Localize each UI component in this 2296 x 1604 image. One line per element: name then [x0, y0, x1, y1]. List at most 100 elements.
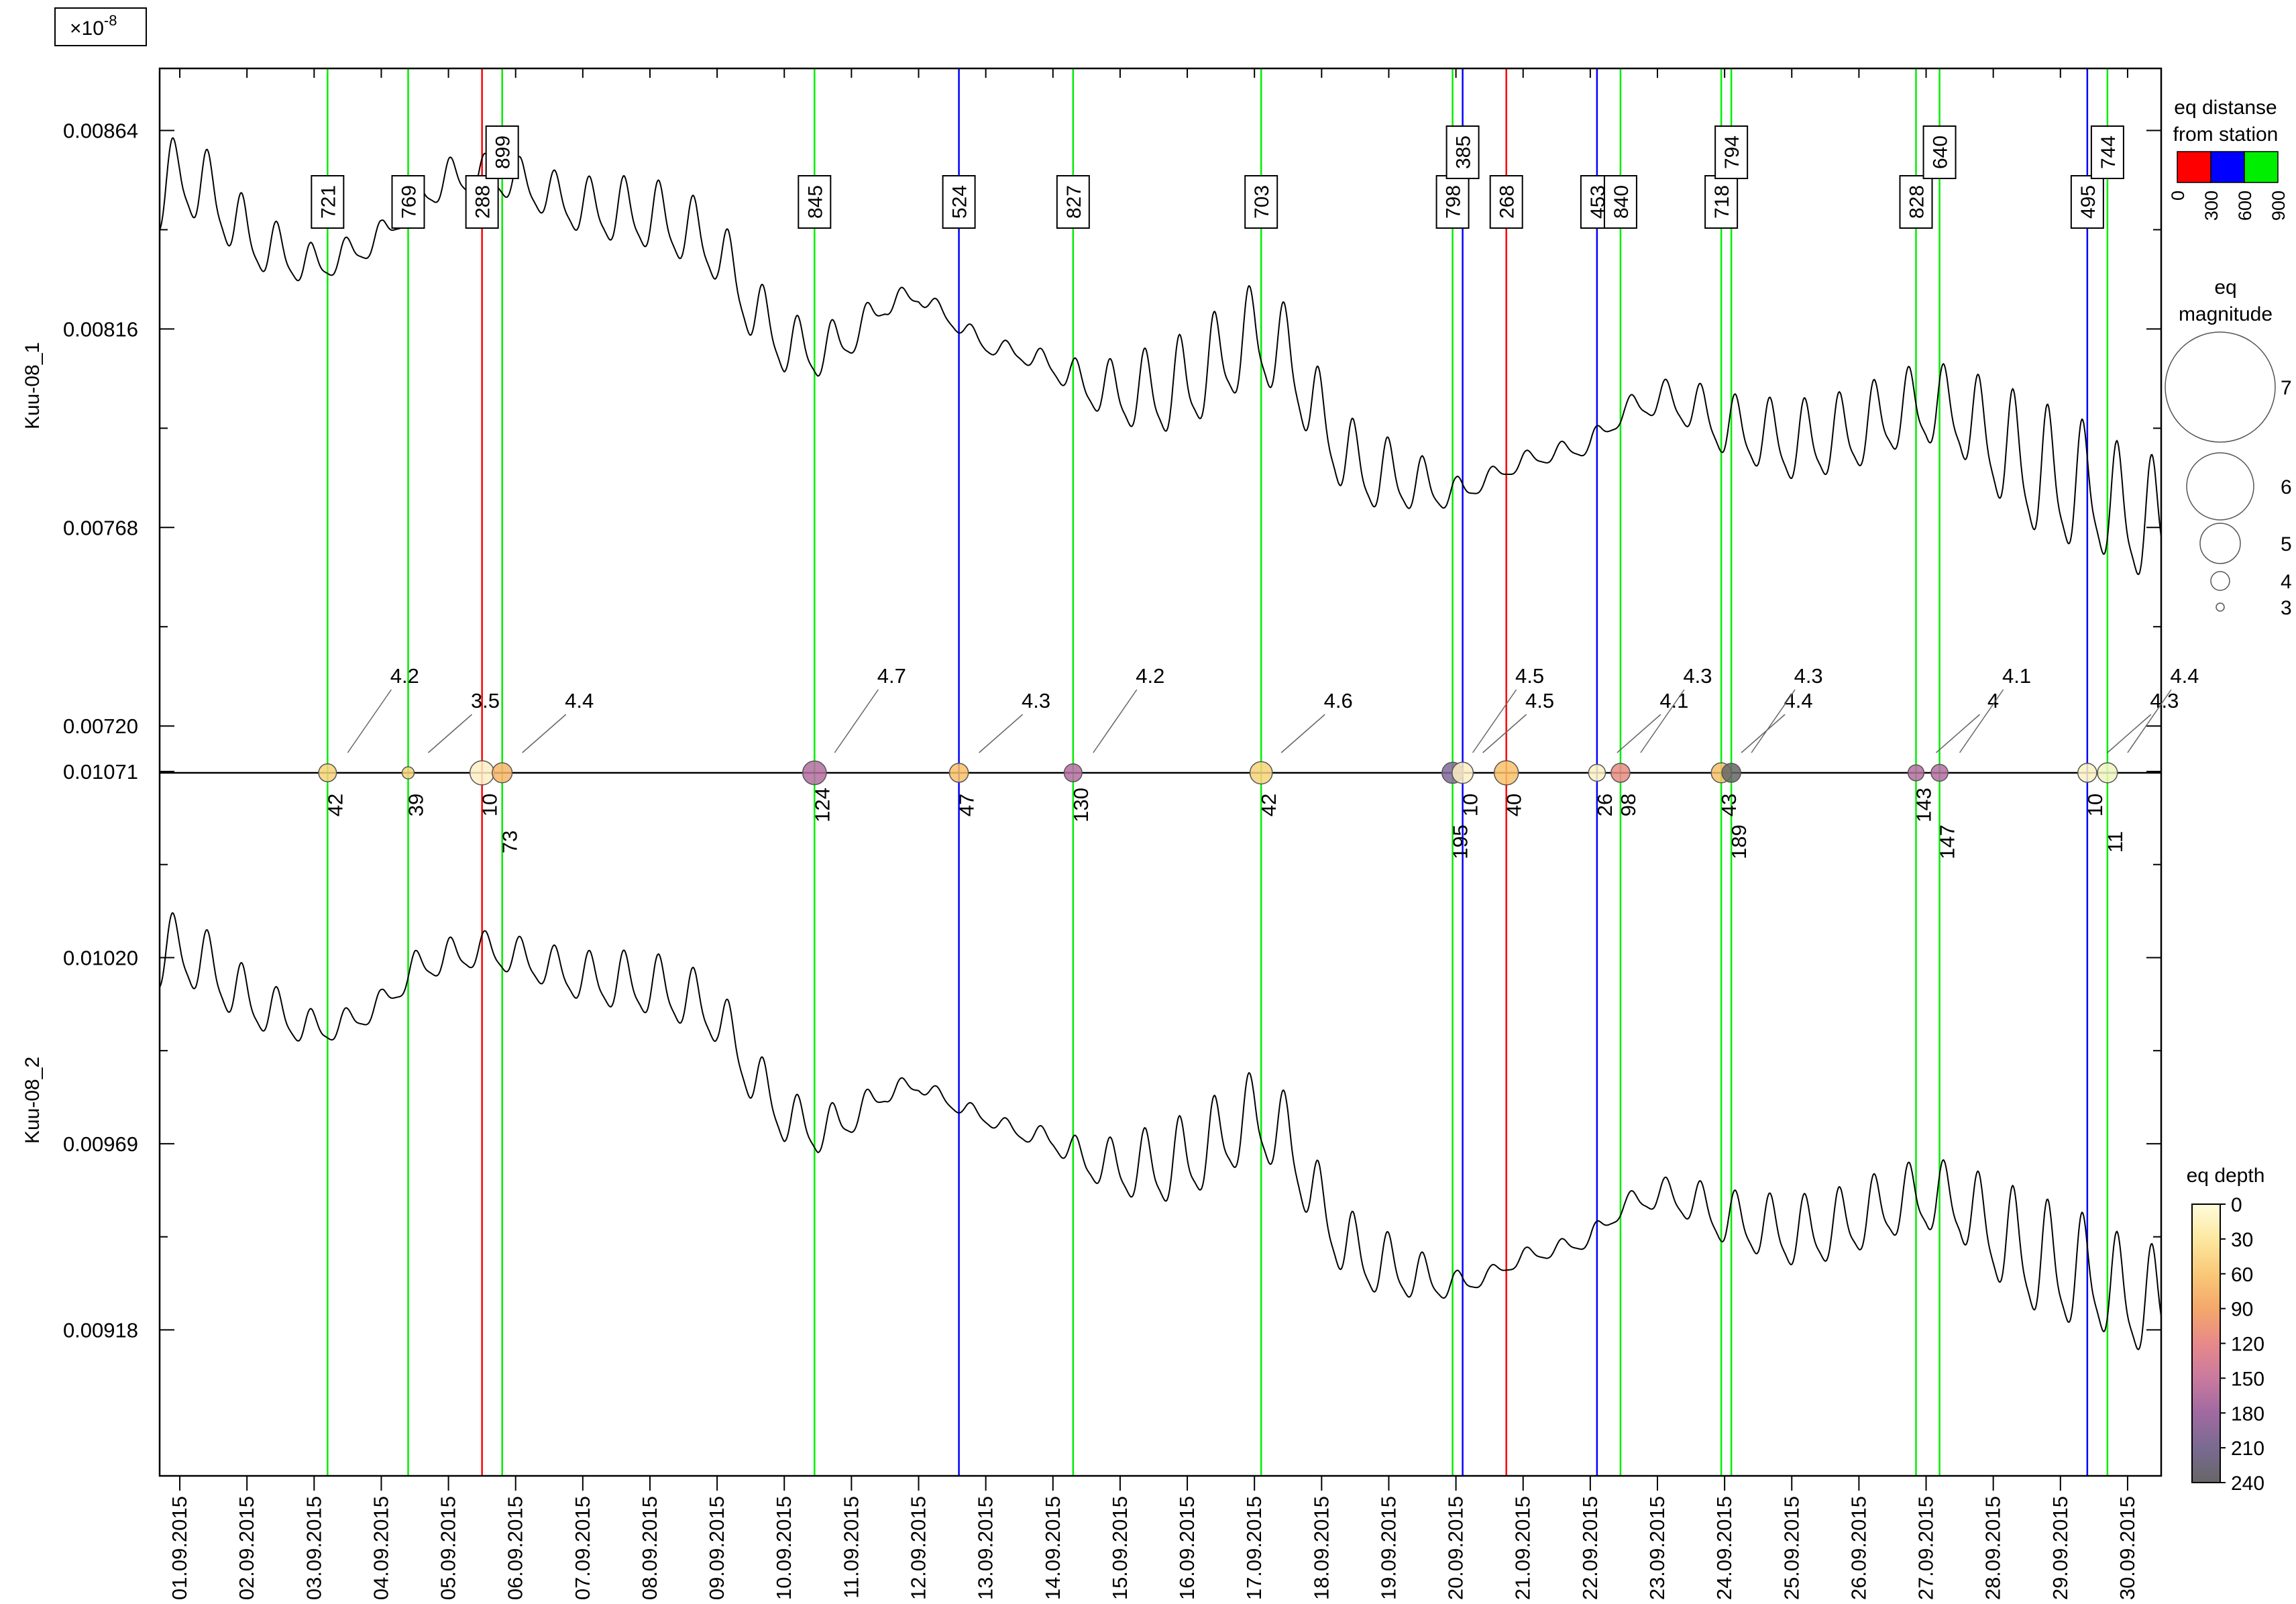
mag-label-6: 4.2 [1136, 664, 1164, 688]
depth-label-7: 42 [1257, 794, 1280, 816]
depth-label-3: 73 [498, 831, 522, 853]
eq-bubble-4 [802, 760, 827, 786]
ytick-label-0-3: 0.00720 [63, 714, 138, 738]
depth-label-14: 189 [1727, 824, 1751, 859]
legend-depth-label-4: 120 [2231, 1334, 2264, 1356]
legend-depth-label-1: 30 [2231, 1229, 2253, 1251]
ytick-label-1-1: 0.01020 [63, 946, 138, 969]
mag-label-1: 3.5 [471, 689, 500, 712]
mag-label-17: 4.3 [2150, 689, 2179, 712]
distance-box-14 [1714, 125, 1749, 179]
mag-leader-11 [1617, 714, 1661, 753]
distance-box-2 [465, 175, 499, 229]
xtick-label-27: 28.09.2015 [1981, 1496, 2005, 1600]
eq-bubble-6 [1063, 763, 1083, 783]
depth-label-15: 143 [1912, 788, 1936, 822]
distance-label-2: 288 [472, 185, 494, 219]
distance-label-17: 495 [2077, 185, 2099, 219]
legend-depth-label-3: 90 [2231, 1299, 2253, 1321]
eq-bubble-16 [1930, 763, 1949, 782]
mag-leader-17 [2107, 714, 2152, 753]
mag-leader-15 [1936, 714, 1981, 753]
xtick-label-19: 20.09.2015 [1444, 1496, 1468, 1600]
xtick-label-6: 07.09.2015 [571, 1496, 594, 1600]
distance-label-14: 794 [1721, 136, 1743, 169]
legend-depth-label-8: 240 [2231, 1473, 2264, 1495]
eq-bubble-3 [492, 762, 513, 784]
legend-magnitude-title-2: magnitude [2179, 303, 2273, 325]
depth-label-6: 130 [1069, 788, 1093, 822]
depth-label-16: 147 [1936, 824, 1959, 859]
depth-label-2: 10 [478, 794, 502, 816]
distance-box-16 [1922, 125, 1957, 179]
eq-bubble-1 [401, 766, 415, 780]
legend-depth-label-2: 60 [2231, 1264, 2253, 1286]
mag-label-16: 4.1 [2002, 664, 2031, 688]
distance-box-17 [2070, 175, 2104, 229]
distance-box-0 [311, 175, 345, 229]
mag-leader-9 [1482, 714, 1527, 753]
xtick-label-10: 11.09.2015 [839, 1496, 863, 1599]
eq-bubble-17 [2077, 763, 2097, 783]
legend-depth-label-6: 180 [2231, 1403, 2264, 1425]
mag-leader-7 [1280, 714, 1325, 753]
mag-leader-14 [1751, 689, 1796, 753]
xtick-label-28: 29.09.2015 [2048, 1496, 2072, 1600]
distance-box-18 [2090, 125, 2124, 179]
trace-Kuu-08_2 [159, 912, 2162, 1350]
ytick-label-1-3: 0.00918 [63, 1318, 138, 1342]
depth-label-17: 10 [2083, 794, 2107, 816]
mag-leader-16 [1959, 689, 2004, 753]
xtick-label-29: 30.09.2015 [2116, 1496, 2139, 1600]
xtick-label-16: 17.09.2015 [1242, 1496, 1266, 1600]
depth-label-11: 26 [1593, 794, 1617, 816]
scale-factor-box: ×10-8 [54, 7, 147, 46]
xtick-label-0: 01.09.2015 [168, 1496, 191, 1600]
legend-distance-title-2: from station [2173, 123, 2279, 146]
eq-bubble-12 [1610, 763, 1631, 783]
legend-magnitude-label-4: 3 [2281, 597, 2292, 619]
distance-box-6 [1056, 175, 1090, 229]
distance-box-10 [1489, 175, 1523, 229]
depth-label-18: 11 [2103, 831, 2127, 853]
ytick-label-0-1: 0.00816 [63, 317, 138, 341]
xtick-label-3: 04.09.2015 [369, 1496, 392, 1600]
xtick-label-25: 26.09.2015 [1847, 1496, 1870, 1600]
legend-magnitude-circle-3 [2210, 571, 2230, 591]
eq-bubble-14 [1721, 763, 1741, 783]
xtick-label-23: 24.09.2015 [1712, 1496, 1736, 1600]
mag-leader-3 [522, 714, 567, 753]
xtick-label-13: 14.09.2015 [1041, 1496, 1064, 1600]
legend-depth-label-7: 210 [2231, 1438, 2264, 1460]
depth-label-1: 39 [404, 794, 427, 816]
distance-label-0: 721 [317, 185, 339, 219]
eq-bubble-2 [469, 760, 495, 786]
mag-label-0: 4.2 [390, 664, 419, 688]
distance-box-12 [1603, 175, 1637, 229]
mag-label-5: 4.3 [1022, 689, 1050, 712]
legend-magnitude-circle-0 [2165, 331, 2276, 443]
distance-label-7: 703 [1251, 185, 1273, 219]
distance-label-4: 845 [804, 185, 826, 219]
distance-box-9 [1445, 125, 1480, 179]
legend-distance-swatch-1 [2210, 151, 2245, 183]
scale-factor-label: ×10-8 [70, 12, 117, 40]
mag-leader-4 [834, 689, 879, 753]
legend-distance-tick-2: 600 [2235, 191, 2255, 221]
legend-depth-bar [2191, 1204, 2221, 1483]
distance-label-6: 827 [1063, 185, 1085, 219]
distance-box-5 [942, 175, 976, 229]
legend-depth-label-5: 150 [2231, 1368, 2264, 1390]
xtick-label-4: 05.09.2015 [437, 1496, 460, 1600]
depth-label-13: 43 [1717, 794, 1741, 816]
mag-leader-12 [1640, 689, 1685, 753]
xtick-label-17: 18.09.2015 [1309, 1496, 1333, 1600]
eq-bubble-11 [1588, 763, 1606, 782]
distance-box-1 [391, 175, 425, 229]
ytick-label-1-2: 0.00969 [63, 1132, 138, 1156]
legend-distance-title: eq distanse from station [2173, 97, 2279, 146]
legend-depth-title: eq depth [2187, 1165, 2265, 1187]
legend-magnitude-circle-2 [2199, 523, 2241, 564]
ytick-label-0-2: 0.00768 [63, 516, 138, 539]
